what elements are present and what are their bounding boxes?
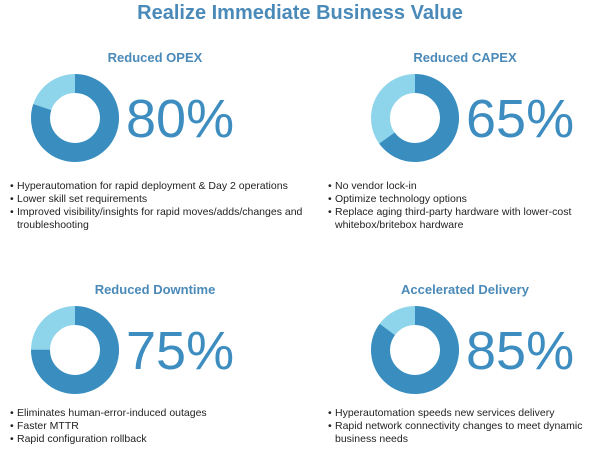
donut-segment bbox=[31, 306, 119, 394]
bullet-item: Hyperautomation for rapid deployment & D… bbox=[10, 180, 310, 193]
bullet-item: Hyperautomation speeds new services deli… bbox=[328, 407, 593, 420]
bullet-item: Optimize technology options bbox=[328, 193, 588, 206]
donut-segment bbox=[31, 74, 119, 162]
bullet-item: Rapid configuration rollback bbox=[10, 433, 310, 446]
percent-label: 80% bbox=[126, 89, 235, 149]
bullet-list: No vendor lock-inOptimize technology opt… bbox=[328, 180, 588, 232]
bullet-item: Improved visibility/insights for rapid m… bbox=[10, 206, 310, 232]
panel-heading: Reduced OPEX bbox=[107, 50, 203, 65]
bullet-item: Lower skill set requirements bbox=[10, 193, 310, 206]
page-title: Realize Immediate Business Value bbox=[137, 2, 463, 24]
panel-heading: Accelerated Delivery bbox=[401, 282, 529, 297]
bullet-item: Eliminates human-error-induced outages bbox=[10, 407, 310, 420]
donut-segment bbox=[371, 306, 459, 394]
bullet-list: Hyperautomation speeds new services deli… bbox=[328, 407, 593, 446]
bullet-list: Hyperautomation for rapid deployment & D… bbox=[10, 180, 310, 232]
bullet-item: Replace aging third-party hardware with … bbox=[328, 206, 588, 232]
percent-label: 85% bbox=[466, 321, 575, 381]
bullet-item: Rapid network connectivity changes to me… bbox=[328, 420, 593, 446]
panel-heading: Reduced CAPEX bbox=[413, 50, 517, 65]
percent-label: 65% bbox=[466, 89, 575, 149]
bullet-item: Faster MTTR bbox=[10, 420, 310, 433]
bullet-item: No vendor lock-in bbox=[328, 180, 588, 193]
bullet-list: Eliminates human-error-induced outagesFa… bbox=[10, 407, 310, 446]
donut-segment bbox=[371, 74, 459, 162]
panel-heading: Reduced Downtime bbox=[94, 282, 216, 297]
percent-label: 75% bbox=[126, 321, 235, 381]
